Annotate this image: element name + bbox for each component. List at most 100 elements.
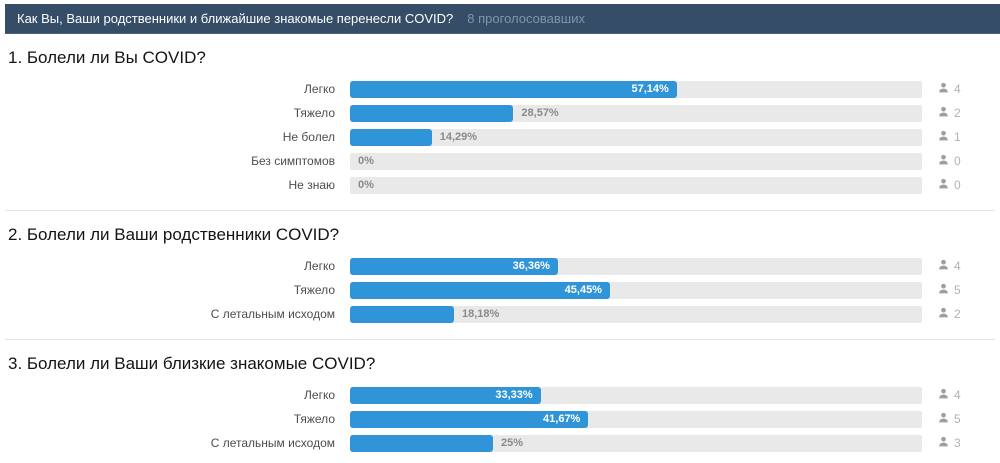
answer-label: Легко (304, 388, 335, 402)
answer-label: Легко (304, 82, 335, 96)
poll-answer-row: Не болел 14,29% 1 (0, 129, 1000, 146)
vote-count-number: 2 (954, 307, 961, 321)
vote-count: 0 (938, 177, 964, 194)
answer-rows: Легко 33,33% 4 Тяжело 41,67% 5 С летальн… (0, 387, 1000, 452)
vote-count: 4 (938, 387, 964, 404)
poll-answer-row: Тяжело 28,57% 2 (0, 105, 1000, 122)
vote-count-number: 2 (954, 106, 961, 120)
result-bar (350, 306, 454, 323)
result-bar-track: 33,33% (350, 387, 922, 404)
user-icon (938, 81, 949, 98)
poll-section: 3. Болели ли Ваши близкие знакомые COVID… (0, 339, 1000, 452)
vote-count: 2 (938, 306, 964, 323)
answer-rows: Легко 57,14% 4 Тяжело 28,57% 2 Не болел … (0, 81, 1000, 194)
result-bar-track: 28,57% (350, 105, 922, 122)
result-bar-track: 45,45% (350, 282, 922, 299)
vote-count: 1 (938, 129, 964, 146)
result-bar-track: 57,14% (350, 81, 922, 98)
poll-section: 2. Болели ли Ваши родственники COVID? Ле… (0, 210, 1000, 323)
percent-label: 28,57% (521, 107, 559, 119)
vote-count-number: 0 (954, 154, 961, 168)
vote-count-number: 0 (954, 178, 961, 192)
answer-label: С летальным исходом (210, 436, 335, 450)
user-icon (938, 411, 949, 428)
percent-label: 45,45% (564, 284, 602, 296)
poll-answer-row: Тяжело 41,67% 5 (0, 411, 1000, 428)
question-title: 3. Болели ли Ваши близкие знакомые COVID… (8, 354, 376, 373)
vote-count: 5 (938, 411, 964, 428)
poll-section: 1. Болели ли Вы COVID? Легко 57,14% 4 Тя… (0, 47, 1000, 194)
user-icon (938, 387, 949, 404)
vote-count: 4 (938, 81, 964, 98)
poll-answer-row: С летальным исходом 25% 3 (0, 435, 1000, 452)
vote-count: 5 (938, 282, 964, 299)
percent-label: 36,36% (512, 260, 550, 272)
vote-count-number: 1 (954, 130, 961, 144)
result-bar (350, 411, 589, 428)
percent-label: 25% (501, 437, 524, 449)
answer-label: Тяжело (293, 106, 335, 120)
result-bar (350, 282, 610, 299)
result-bar (350, 129, 432, 146)
result-bar (350, 435, 493, 452)
vote-count: 0 (938, 153, 964, 170)
poll-title: Как Вы, Ваши родственники и ближайшие зн… (17, 11, 454, 26)
user-icon (938, 258, 949, 275)
section-divider (5, 210, 995, 211)
user-icon (938, 435, 949, 452)
poll-answer-row: С летальным исходом 18,18% 2 (0, 306, 1000, 323)
section-divider (5, 339, 995, 340)
percent-label: 41,67% (543, 413, 581, 425)
poll-votes-count: 8 проголосовавших (467, 11, 585, 26)
percent-label: 14,29% (439, 131, 478, 143)
vote-count-number: 5 (954, 412, 961, 426)
result-bar-track: 18,18% (350, 306, 922, 323)
answer-label: Тяжело (293, 283, 335, 297)
user-icon (938, 105, 949, 122)
result-bar-track: 0% (350, 153, 922, 170)
percent-label: 33,33% (495, 389, 533, 401)
answer-label: Легко (304, 259, 335, 273)
vote-count-number: 4 (954, 82, 961, 96)
answer-rows: Легко 36,36% 4 Тяжело 45,45% 5 С летальн… (0, 258, 1000, 323)
answer-label: Не знаю (288, 178, 335, 192)
result-bar-track: 14,29% (350, 129, 922, 146)
percent-label: 18,18% (461, 308, 500, 320)
poll-answer-row: Не знаю 0% 0 (0, 177, 1000, 194)
percent-label: 0% (358, 155, 374, 167)
answer-label: Тяжело (293, 412, 335, 426)
result-bar-track: 25% (350, 435, 922, 452)
poll-answer-row: Легко 57,14% 4 (0, 81, 1000, 98)
user-icon (938, 306, 949, 323)
vote-count: 4 (938, 258, 964, 275)
user-icon (938, 282, 949, 299)
answer-label: Без симптомов (251, 154, 335, 168)
result-bar-track: 36,36% (350, 258, 922, 275)
question-title: 2. Болели ли Ваши родственники COVID? (8, 225, 340, 244)
result-bar-track: 41,67% (350, 411, 922, 428)
poll-answer-row: Легко 33,33% 4 (0, 387, 1000, 404)
answer-label: Не болел (282, 130, 335, 144)
percent-label: 0% (358, 179, 374, 191)
result-bar (350, 105, 514, 122)
user-icon (938, 129, 949, 146)
poll-results: 1. Болели ли Вы COVID? Легко 57,14% 4 Тя… (0, 47, 1000, 452)
user-icon (938, 177, 949, 194)
vote-count-number: 4 (954, 388, 961, 402)
vote-count: 3 (938, 435, 964, 452)
result-bar-track: 0% (350, 177, 922, 194)
result-bar (350, 81, 677, 98)
vote-count-number: 3 (954, 436, 961, 450)
result-bar (350, 258, 558, 275)
vote-count-number: 5 (954, 283, 961, 297)
answer-label: С летальным исходом (210, 307, 335, 321)
poll-answer-row: Без симптомов 0% 0 (0, 153, 1000, 170)
result-bar (350, 387, 541, 404)
poll-answer-row: Легко 36,36% 4 (0, 258, 1000, 275)
question-title: 1. Болели ли Вы COVID? (8, 48, 206, 67)
percent-label: 57,14% (631, 83, 669, 95)
vote-count-number: 4 (954, 259, 961, 273)
vote-count: 2 (938, 105, 964, 122)
poll-answer-row: Тяжело 45,45% 5 (0, 282, 1000, 299)
user-icon (938, 153, 949, 170)
